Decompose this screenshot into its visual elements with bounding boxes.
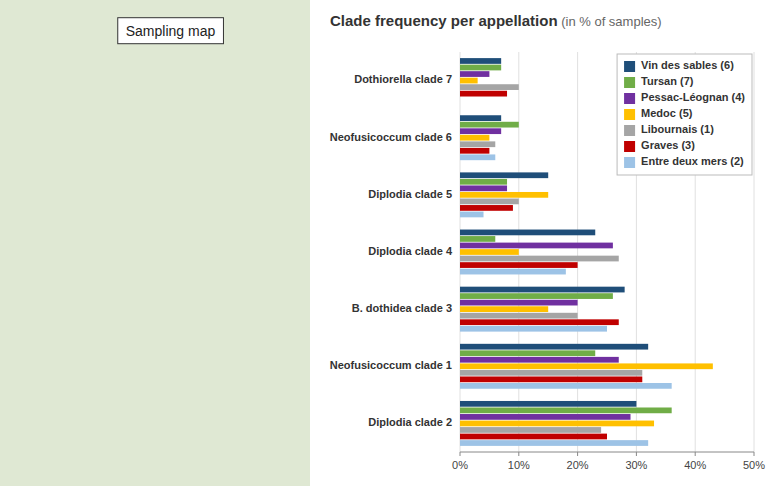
grid (460, 52, 754, 452)
legend-label: Entre deux mers (2) (641, 155, 744, 167)
legend-label: Libournais (1) (641, 123, 714, 135)
title: Clade frequency per appellation (330, 12, 558, 29)
tick-label: 40% (684, 459, 706, 471)
title-line: Clade frequency per appellation (in % of… (330, 12, 662, 29)
category-label: Dothiorella clade 7 (354, 73, 452, 85)
tick-label: 20% (567, 459, 589, 471)
bar (460, 287, 625, 293)
subtitle: (in % of samples) (558, 14, 662, 29)
bar (460, 212, 484, 218)
grid-line (754, 52, 755, 452)
grid-line (577, 52, 578, 452)
bar (460, 97, 461, 103)
bar (460, 205, 513, 211)
bar (460, 71, 489, 77)
bar (460, 407, 672, 413)
annotation: Sampling map (126, 23, 216, 39)
bar (460, 293, 613, 299)
bar (460, 154, 495, 160)
legend-label: Vin des sables (6) (641, 59, 734, 71)
bar (460, 78, 478, 84)
bar (460, 376, 642, 382)
bar (460, 421, 654, 427)
chart: Sampling map Clade frequency per appellat… (0, 0, 768, 486)
legend-swatch (624, 61, 635, 72)
category-label: Diplodia clade 4 (368, 245, 453, 257)
bar (460, 383, 672, 389)
bar (460, 434, 607, 440)
legend-swatch (624, 77, 635, 88)
bar (460, 148, 489, 154)
category-label: B. dothidea clade 3 (352, 302, 452, 314)
legend-swatch (624, 157, 635, 168)
bar (460, 401, 636, 407)
legend-swatch (624, 109, 635, 120)
bar (460, 256, 619, 262)
bar (460, 350, 595, 356)
tick-mark (518, 452, 519, 456)
y-axis: Dothiorella clade 7 Neofusicoccum clade 6… (330, 73, 453, 428)
bar (460, 249, 519, 255)
tick-mark (460, 452, 461, 456)
tick-mark (577, 452, 578, 456)
annotation-box (118, 18, 224, 44)
map-label: Sampling map (118, 18, 224, 44)
bar (460, 326, 607, 332)
category-label: Neofusicoccum clade 6 (330, 131, 452, 143)
bar (460, 58, 501, 64)
legend-label: Graves (3) (641, 139, 695, 151)
legend-swatch (624, 93, 635, 104)
bar (460, 427, 601, 433)
category-label: Diplodia clade 2 (368, 416, 452, 428)
bar (460, 306, 548, 312)
tick-mark (695, 452, 696, 456)
x-axis-line (460, 452, 754, 453)
bar (460, 115, 501, 121)
tick-mark (754, 452, 755, 456)
legend-label: Medoc (5) (641, 107, 693, 119)
legend: Vin des sables (6) Tursan (7) Pessac-Léogn… (617, 54, 752, 175)
bar (460, 135, 489, 141)
map-panel (0, 0, 310, 486)
legend-label: Tursan (7) (641, 75, 694, 87)
bar (460, 313, 578, 319)
bar (460, 172, 548, 178)
bar (460, 192, 548, 198)
legend-label: Pessac-Léognan (4) (641, 91, 745, 103)
bars (460, 58, 713, 446)
bar (460, 357, 619, 363)
bar (460, 179, 507, 185)
bar (460, 243, 613, 249)
bar (460, 91, 507, 97)
bar (460, 65, 501, 71)
legend-swatch (624, 125, 635, 136)
tick-label: 0% (452, 459, 468, 471)
bar (460, 199, 519, 205)
bar (460, 363, 713, 369)
bar (460, 440, 648, 446)
bar (460, 122, 519, 128)
bar (460, 319, 619, 325)
bar (460, 236, 495, 242)
bar (460, 230, 595, 236)
bar (460, 141, 495, 147)
tick-label: 10% (508, 459, 530, 471)
bar (460, 269, 566, 275)
tick-label: 30% (625, 459, 647, 471)
tick-label: 50% (743, 459, 765, 471)
bar (460, 414, 631, 420)
category-label: Diplodia clade 5 (368, 188, 452, 200)
category-label: Neofusicoccum clade 1 (330, 359, 452, 371)
bar (460, 262, 578, 268)
bar (460, 370, 642, 376)
bar (460, 344, 648, 350)
bar (460, 84, 519, 90)
bar (460, 185, 507, 191)
bar (460, 128, 501, 134)
bar (460, 300, 578, 306)
x-axis: 0% 10% 20% 30% 40% 50% (452, 452, 765, 471)
legend-box (617, 54, 752, 175)
tick-mark (636, 452, 637, 456)
legend-swatch (624, 141, 635, 152)
